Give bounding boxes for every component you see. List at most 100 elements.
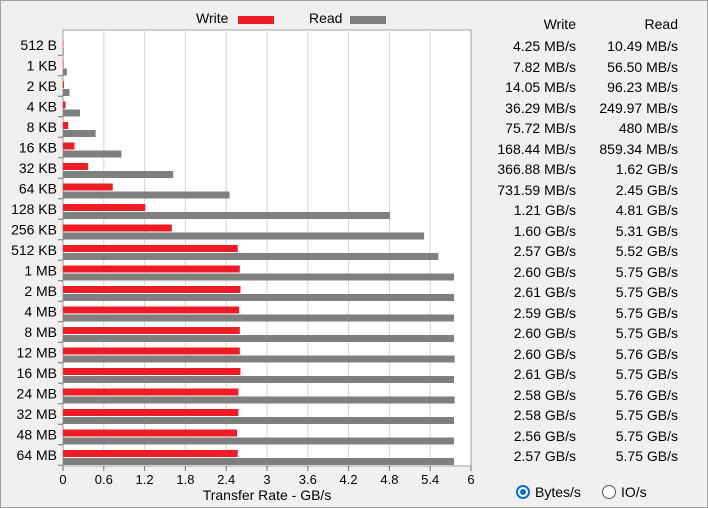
read-value: 1.62 GB/s — [615, 161, 678, 177]
write-bar — [63, 347, 240, 355]
legend-write-swatch — [238, 16, 274, 24]
legend-read-label: Read — [309, 10, 343, 26]
write-bar — [63, 306, 240, 314]
read-bar — [63, 396, 455, 404]
chart-legend: Write Read — [0, 8, 470, 28]
write-bar — [63, 429, 238, 437]
table-row: 2.59 GB/s 5.75 GB/s — [488, 305, 698, 325]
write-value: 4.25 MB/s — [512, 38, 576, 54]
write-value: 2.58 GB/s — [513, 407, 576, 423]
x-tick-label: 2.4 — [217, 472, 235, 487]
write-value: 2.59 GB/s — [513, 304, 576, 321]
x-tick-label: 3.6 — [299, 472, 317, 487]
write-bar — [63, 450, 238, 457]
write-bar — [63, 327, 240, 334]
read-bar — [63, 335, 454, 342]
write-value: 2.56 GB/s — [513, 427, 576, 444]
write-value: 2.60 GB/s — [513, 345, 576, 362]
bytes-radio-indicator[interactable] — [516, 485, 530, 499]
category-label: 16 KB — [19, 140, 57, 156]
bytes-radio-label: Bytes/s — [535, 484, 581, 500]
read-bar — [63, 417, 454, 424]
category-label: 8 KB — [27, 119, 57, 135]
read-bar — [63, 191, 230, 199]
io-radio-label: IO/s — [621, 484, 647, 500]
read-value: 5.75 GB/s — [615, 304, 678, 321]
read-bar — [63, 232, 425, 240]
write-value: 2.58 GB/s — [513, 386, 576, 403]
category-label: 512 B — [20, 37, 57, 53]
write-bar — [63, 60, 64, 68]
table-row: 2.60 GB/s 5.76 GB/s — [488, 346, 698, 366]
read-bar — [63, 355, 455, 363]
read-bar — [63, 294, 454, 301]
table-row: 2.61 GB/s 5.75 GB/s — [488, 284, 698, 304]
category-label: 8 MB — [24, 324, 57, 340]
read-value: 56.50 MB/s — [607, 58, 678, 75]
x-tick-label: 4.2 — [340, 472, 358, 487]
write-bar — [63, 286, 241, 293]
read-value: 5.52 GB/s — [615, 243, 678, 259]
write-bar — [63, 101, 66, 109]
write-bar — [63, 265, 240, 273]
write-bar — [63, 245, 238, 252]
read-value: 5.75 GB/s — [615, 407, 678, 423]
category-label: 128 KB — [11, 201, 57, 217]
write-bar — [63, 368, 241, 375]
read-value: 5.75 GB/s — [615, 263, 678, 280]
x-tick-label: 1.8 — [176, 472, 194, 487]
category-label: 1 MB — [24, 263, 57, 279]
io-per-second-radio[interactable]: IO/s — [602, 484, 647, 500]
read-value: 5.76 GB/s — [615, 345, 678, 362]
write-value: 366.88 MB/s — [497, 161, 576, 177]
table-row: 366.88 MB/s 1.62 GB/s — [488, 161, 698, 181]
category-label: 1 KB — [27, 58, 57, 74]
read-bar — [63, 171, 174, 178]
read-value: 5.75 GB/s — [615, 427, 678, 444]
bytes-per-second-radio[interactable]: Bytes/s — [516, 484, 581, 500]
read-bar — [63, 68, 67, 76]
read-value: 5.31 GB/s — [615, 222, 678, 239]
table-row: 1.21 GB/s 4.81 GB/s — [488, 202, 698, 222]
write-value: 7.82 MB/s — [512, 58, 576, 75]
category-label: 24 MB — [17, 386, 57, 402]
table-row: 2.60 GB/s 5.75 GB/s — [488, 264, 698, 284]
x-tick-label: 0 — [59, 472, 66, 487]
io-radio-indicator[interactable] — [602, 485, 616, 499]
write-value: 731.59 MB/s — [497, 181, 576, 198]
read-value: 96.23 MB/s — [607, 79, 678, 95]
read-value: 2.45 GB/s — [615, 181, 678, 198]
table-row: 731.59 MB/s 2.45 GB/s — [488, 182, 698, 202]
table-row: 75.72 MB/s 480 MB/s — [488, 120, 698, 140]
write-value: 2.57 GB/s — [513, 448, 576, 464]
read-value: 5.75 GB/s — [615, 284, 678, 300]
read-value: 859.34 MB/s — [599, 140, 678, 157]
table-row: 7.82 MB/s 56.50 MB/s — [488, 59, 698, 79]
write-bar — [63, 204, 146, 211]
write-value: 1.21 GB/s — [513, 202, 576, 218]
write-value: 75.72 MB/s — [505, 120, 576, 136]
category-label: 32 KB — [19, 160, 57, 176]
write-value: 14.05 MB/s — [505, 79, 576, 95]
write-bar — [63, 81, 64, 88]
read-column-header: Read — [644, 16, 678, 32]
category-label: 48 MB — [17, 427, 57, 443]
read-bar — [63, 109, 80, 117]
read-bar — [63, 130, 96, 137]
write-bar — [63, 142, 75, 150]
table-row: 2.58 GB/s 5.75 GB/s — [488, 407, 698, 427]
write-bar — [63, 183, 113, 191]
read-value: 5.75 GB/s — [615, 325, 678, 341]
table-row: 36.29 MB/s 249.97 MB/s — [488, 100, 698, 120]
x-tick-label: 3 — [263, 472, 270, 487]
read-value: 4.81 GB/s — [615, 202, 678, 218]
read-bar — [63, 89, 70, 96]
category-label: 16 MB — [17, 365, 57, 381]
x-axis-title: Transfer Rate - GB/s — [203, 487, 332, 503]
write-bar — [63, 224, 172, 232]
x-tick-label: 6 — [467, 472, 474, 487]
category-label: 64 KB — [19, 181, 57, 197]
table-row: 2.61 GB/s 5.75 GB/s — [488, 366, 698, 386]
read-bar — [63, 458, 454, 465]
